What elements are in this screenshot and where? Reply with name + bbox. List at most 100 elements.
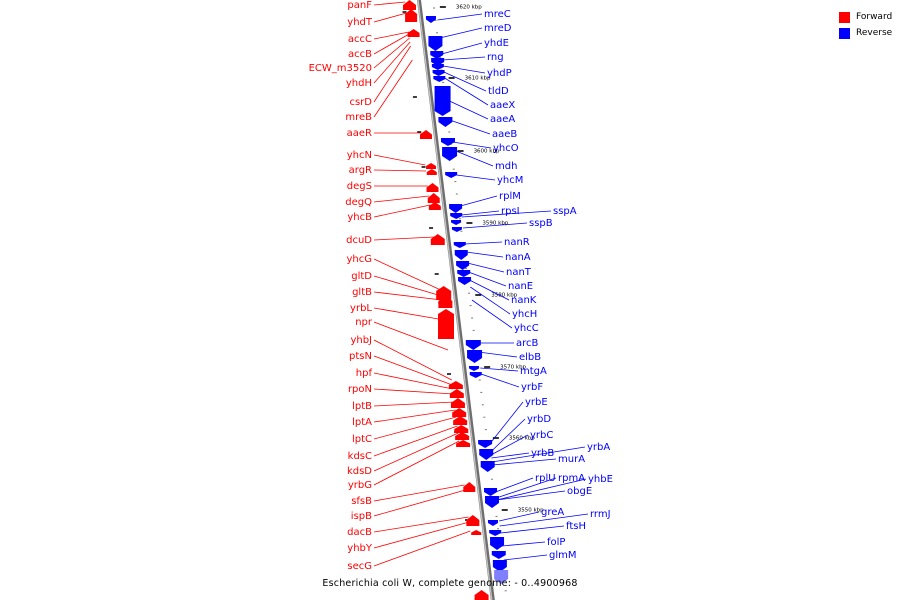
reverse-gene-arrow bbox=[456, 261, 470, 270]
gene-leader-line bbox=[373, 530, 471, 567]
gene-leader-line bbox=[492, 458, 557, 466]
reverse-gene-label: yrbF bbox=[521, 382, 543, 393]
gene-leader-line bbox=[468, 271, 507, 287]
forward-gene-label: rpoN bbox=[348, 384, 372, 395]
forward-gene-arrow bbox=[438, 309, 455, 339]
gene-rrmJ: rrmJ bbox=[499, 509, 611, 527]
reverse-gene-arrow bbox=[440, 138, 455, 146]
reverse-gene-label: yrbC bbox=[530, 430, 553, 441]
gene-leader-line bbox=[373, 401, 455, 407]
gene-leader-line bbox=[373, 59, 413, 118]
forward-gene-arrow bbox=[419, 130, 432, 139]
reverse-gene-label: rpmA bbox=[558, 473, 585, 484]
reverse-gene-label: ftsH bbox=[566, 521, 586, 532]
tick-label: 3610 kbp bbox=[465, 76, 491, 82]
gene-leader-line bbox=[437, 13, 483, 21]
reverse-gene-label: folP bbox=[547, 537, 565, 548]
reverse-gene-arrow bbox=[487, 520, 498, 526]
gene-leader-line bbox=[373, 440, 460, 486]
gene-leader-line bbox=[478, 351, 518, 358]
gene-sfsB: sfsB bbox=[351, 484, 465, 507]
gene-lptA: lptA bbox=[352, 409, 456, 428]
gene-leader-line bbox=[489, 401, 524, 445]
gene-leader-line bbox=[496, 477, 557, 499]
gene-leader-line bbox=[490, 418, 526, 453]
gene-nanT: nanT bbox=[467, 262, 532, 278]
gene-aaeX: aaeX bbox=[444, 77, 515, 111]
gene-leader-line bbox=[443, 71, 487, 92]
forward-gene-arrow bbox=[430, 234, 445, 245]
reverse-gene-label: yhdE bbox=[484, 38, 509, 49]
reverse-gene-arrow bbox=[467, 350, 483, 363]
gene-leader-line bbox=[373, 258, 441, 291]
reverse-gene-label: obgE bbox=[567, 486, 592, 497]
gene-leader-line bbox=[460, 195, 498, 207]
tick-label: 3550 kbp bbox=[518, 508, 544, 514]
forward-gene-label: gltD bbox=[351, 271, 372, 282]
gene-yrbF: yrbF bbox=[480, 373, 543, 393]
gene-aaeB: aaeB bbox=[449, 119, 517, 140]
gene-accB: accB bbox=[348, 33, 410, 60]
gene-kdsD: kdsD bbox=[347, 432, 459, 477]
gene-leader-line bbox=[373, 516, 469, 533]
reverse-gene-label: arcB bbox=[516, 338, 539, 349]
gene-mdh: mdh bbox=[453, 149, 517, 172]
forward-gene-arrow bbox=[428, 202, 441, 210]
gene-leader-line bbox=[461, 210, 552, 218]
reverse-gene-label: yhcC bbox=[514, 323, 539, 334]
forward-gene-label: panF bbox=[347, 0, 372, 11]
forward-gene-label: lptB bbox=[352, 401, 372, 412]
reverse-gene-arrow bbox=[454, 250, 468, 260]
gene-yhcN: yhcN bbox=[347, 150, 426, 166]
reverse-gene-label: aaeB bbox=[492, 129, 517, 140]
gene-yhdH: yhdH bbox=[346, 41, 411, 89]
gene-leader-line bbox=[456, 174, 496, 181]
gene-rplU: rplU bbox=[495, 473, 556, 493]
gene-leader-line bbox=[498, 511, 540, 522]
reverse-gene-arrow bbox=[489, 530, 502, 536]
forward-gene-label: degQ bbox=[345, 197, 372, 208]
reverse-gene-arrow bbox=[465, 340, 481, 350]
forward-gene-arrow bbox=[456, 440, 471, 447]
gene-greA: greA bbox=[498, 507, 564, 522]
gene-yrbG: yrbG bbox=[348, 440, 460, 491]
reverse-gene-arrow bbox=[428, 36, 443, 51]
forward-gene-label: npr bbox=[355, 317, 373, 328]
forward-gene-label: degS bbox=[347, 181, 372, 192]
gene-leader-line bbox=[465, 251, 504, 258]
reverse-gene-arrow bbox=[450, 213, 463, 219]
reverse-gene-arrow bbox=[451, 227, 462, 232]
forward-gene-label: gltB bbox=[352, 287, 372, 298]
gene-ftsH: ftsH bbox=[500, 521, 586, 534]
gene-leader-line bbox=[373, 37, 410, 69]
backbone-line bbox=[416, 0, 495, 600]
forward-gene-arrow bbox=[426, 183, 439, 192]
gene-yhdE: yhdE bbox=[441, 38, 509, 55]
forward-gene-arrow bbox=[405, 9, 418, 22]
gene-leader-line bbox=[467, 262, 505, 273]
gene-yhcG: yhcG bbox=[346, 254, 441, 291]
gene-leader-line bbox=[491, 452, 530, 459]
gene-gltD: gltD bbox=[351, 271, 442, 297]
gene-glmM: glmM bbox=[503, 550, 577, 561]
gene-leader-line bbox=[461, 210, 500, 216]
gene-leader-line bbox=[373, 339, 452, 381]
gene-leader-line bbox=[441, 42, 483, 55]
gene-murA: murA bbox=[492, 454, 585, 466]
gene-lptC: lptC bbox=[352, 416, 457, 445]
reverse-gene-arrow bbox=[430, 51, 444, 59]
gene-leader-line bbox=[495, 477, 534, 493]
gene-rplM: rplM bbox=[460, 191, 521, 207]
gene-leader-line bbox=[491, 446, 586, 463]
gene-obgE: obgE bbox=[496, 486, 592, 501]
reverse-gene-arrow bbox=[490, 537, 505, 550]
reverse-gene-arrow bbox=[433, 76, 446, 82]
tick-label: 3570 kbp bbox=[500, 365, 526, 371]
forward-gene-arrow bbox=[448, 381, 463, 389]
reverse-gene-label: murA bbox=[558, 454, 585, 465]
forward-gene-label: argR bbox=[349, 165, 372, 176]
forward-gene-label: csrD bbox=[349, 97, 372, 108]
forward-gene-arrow bbox=[407, 29, 420, 37]
forward-gene-label: accB bbox=[348, 49, 372, 60]
gene-rpoN: rpoN bbox=[348, 384, 454, 395]
